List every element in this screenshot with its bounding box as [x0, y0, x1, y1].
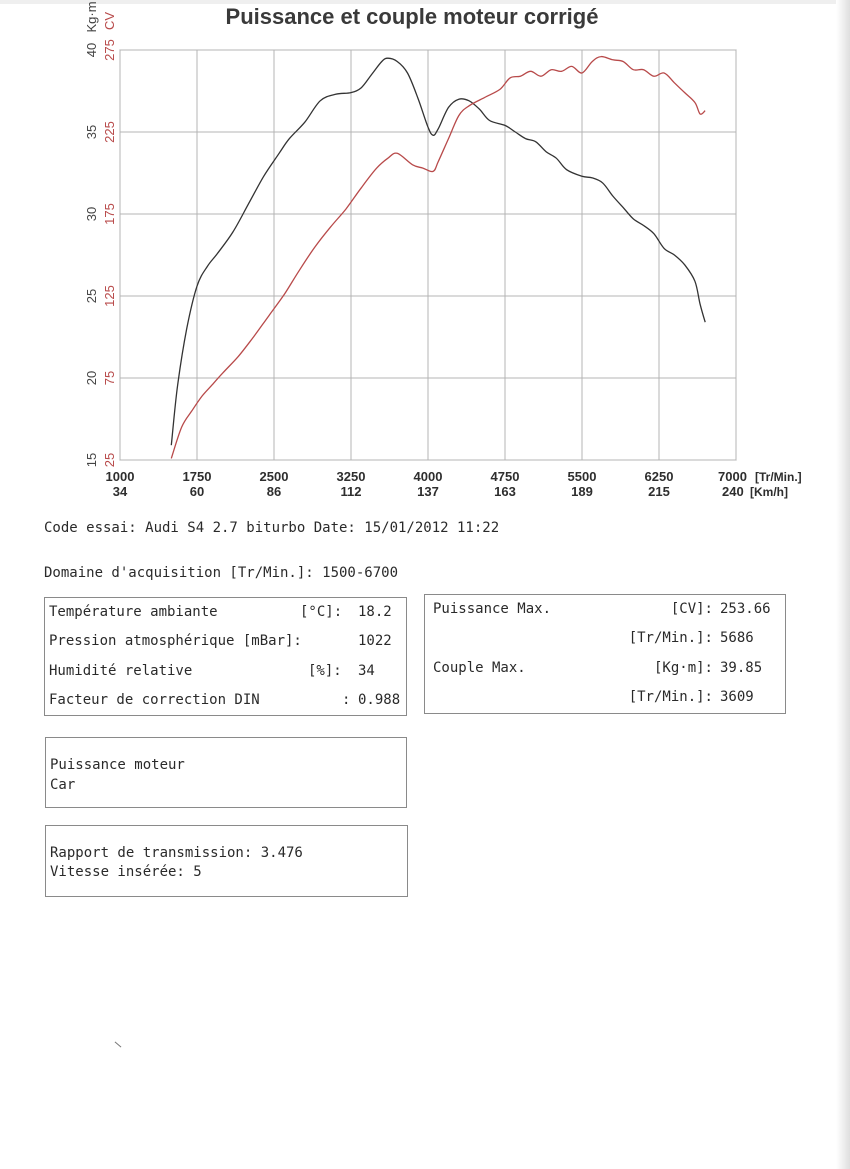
torque-curve [170, 57, 706, 446]
x-tick-label-rpm: 4750 [491, 469, 520, 484]
x-tick-label-rpm: 7000 [718, 469, 747, 484]
x-tick-label-speed: 163 [494, 484, 516, 499]
pression-value: 1022 [358, 633, 392, 649]
rapport-line: Rapport de transmission: 3.476 [50, 845, 303, 861]
notes-line-1: Puissance moteur [50, 757, 185, 773]
code-essai-line: Code essai: Audi S4 2.7 biturbo Date: 15… [44, 520, 500, 536]
puissance-rpm-unit: [Tr/Min.]: [628, 630, 713, 646]
page-edge-top [0, 0, 850, 4]
y-tick-label-torque: 20 [84, 371, 99, 385]
humidite-unit: [%]: [308, 663, 342, 679]
facteur-value: 0.988 [358, 692, 401, 708]
facteur-separator: : [342, 692, 351, 708]
x-tick-label-rpm: 4000 [414, 469, 443, 484]
y-tick-label-power: 175 [102, 203, 117, 225]
conditions-box: Température ambiante [°C]: 18.2 Pression… [44, 597, 407, 716]
y-axis-unit-power: CV [102, 12, 117, 30]
y-tick-label-power: 75 [102, 371, 117, 385]
couple-rpm-unit: [Tr/Min.]: [628, 689, 713, 705]
x-tick-label-speed: 215 [648, 484, 670, 499]
transmission-box: Rapport de transmission: 3.476 Vitesse i… [45, 825, 408, 897]
y-axis-unit-torque: Kg·m [84, 1, 99, 32]
y-tick-label-torque: 30 [84, 207, 99, 221]
x-tick-label-speed: 86 [267, 484, 281, 499]
facteur-label: Facteur de correction DIN [49, 692, 260, 708]
x-tick-label-speed: 34 [113, 484, 128, 499]
vitesse-line: Vitesse insérée: 5 [50, 864, 202, 880]
domaine-line: Domaine d'acquisition [Tr/Min.]: 1500-67… [44, 565, 399, 581]
notes-line-2: Car [50, 777, 76, 793]
x-tick-label-speed: 112 [341, 484, 362, 499]
puissance-max-value: 253.66 [720, 601, 771, 617]
y-tick-label-torque: 25 [84, 289, 99, 303]
y-tick-label-torque: 15 [84, 453, 99, 467]
y-tick-label-power: 225 [102, 121, 117, 143]
pression-label: Pression atmosphérique [mBar]: [49, 633, 302, 649]
puissance-rpm-value: 5686 [720, 630, 754, 646]
x-tick-label-rpm: 1000 [106, 469, 135, 484]
x-tick-label-rpm: 2500 [260, 469, 289, 484]
temperature-value: 18.2 [358, 604, 392, 620]
x-tick-label-rpm: 5500 [568, 469, 597, 484]
x-tick-label-speed: 240 [722, 484, 744, 499]
page-edge-right [836, 0, 850, 1169]
couple-max-label: Couple Max. [433, 660, 526, 676]
x-axis-unit-rpm: [Tr/Min.] [755, 470, 802, 484]
chart-title: Puissance et couple moteur corrigé [225, 4, 599, 29]
x-tick-label-rpm: 1750 [183, 469, 212, 484]
humidite-value: 34 [358, 663, 375, 679]
couple-rpm-value: 3609 [720, 689, 754, 705]
power-curve [170, 55, 706, 459]
couple-max-value: 39.85 [720, 660, 763, 676]
y-tick-label-power: 125 [102, 285, 117, 307]
x-tick-label-rpm: 3250 [337, 469, 366, 484]
paper-mark [114, 1041, 122, 1048]
x-tick-label-rpm: 6250 [645, 469, 674, 484]
temperature-label: Température ambiante [49, 604, 218, 620]
x-tick-label-speed: 137 [417, 484, 439, 499]
puissance-max-unit: [CV]: [670, 601, 713, 617]
y-tick-label-power: 275 [102, 39, 117, 61]
y-tick-label-torque: 35 [84, 125, 99, 139]
maxima-box: Puissance Max. [CV]: 253.66 [Tr/Min.]: 5… [424, 594, 786, 714]
y-tick-label-power: 25 [102, 453, 117, 467]
y-tick-label-torque: 40 [84, 43, 99, 57]
humidite-label: Humidité relative [49, 663, 193, 679]
temperature-unit: [°C]: [300, 604, 343, 620]
couple-max-unit: [Kg·m]: [653, 660, 713, 676]
x-tick-label-speed: 189 [571, 484, 593, 499]
x-axis-unit-speed: [Km/h] [750, 485, 788, 499]
puissance-max-label: Puissance Max. [433, 601, 552, 617]
notes-box: Puissance moteur Car [45, 737, 407, 808]
x-tick-label-speed: 60 [190, 484, 204, 499]
